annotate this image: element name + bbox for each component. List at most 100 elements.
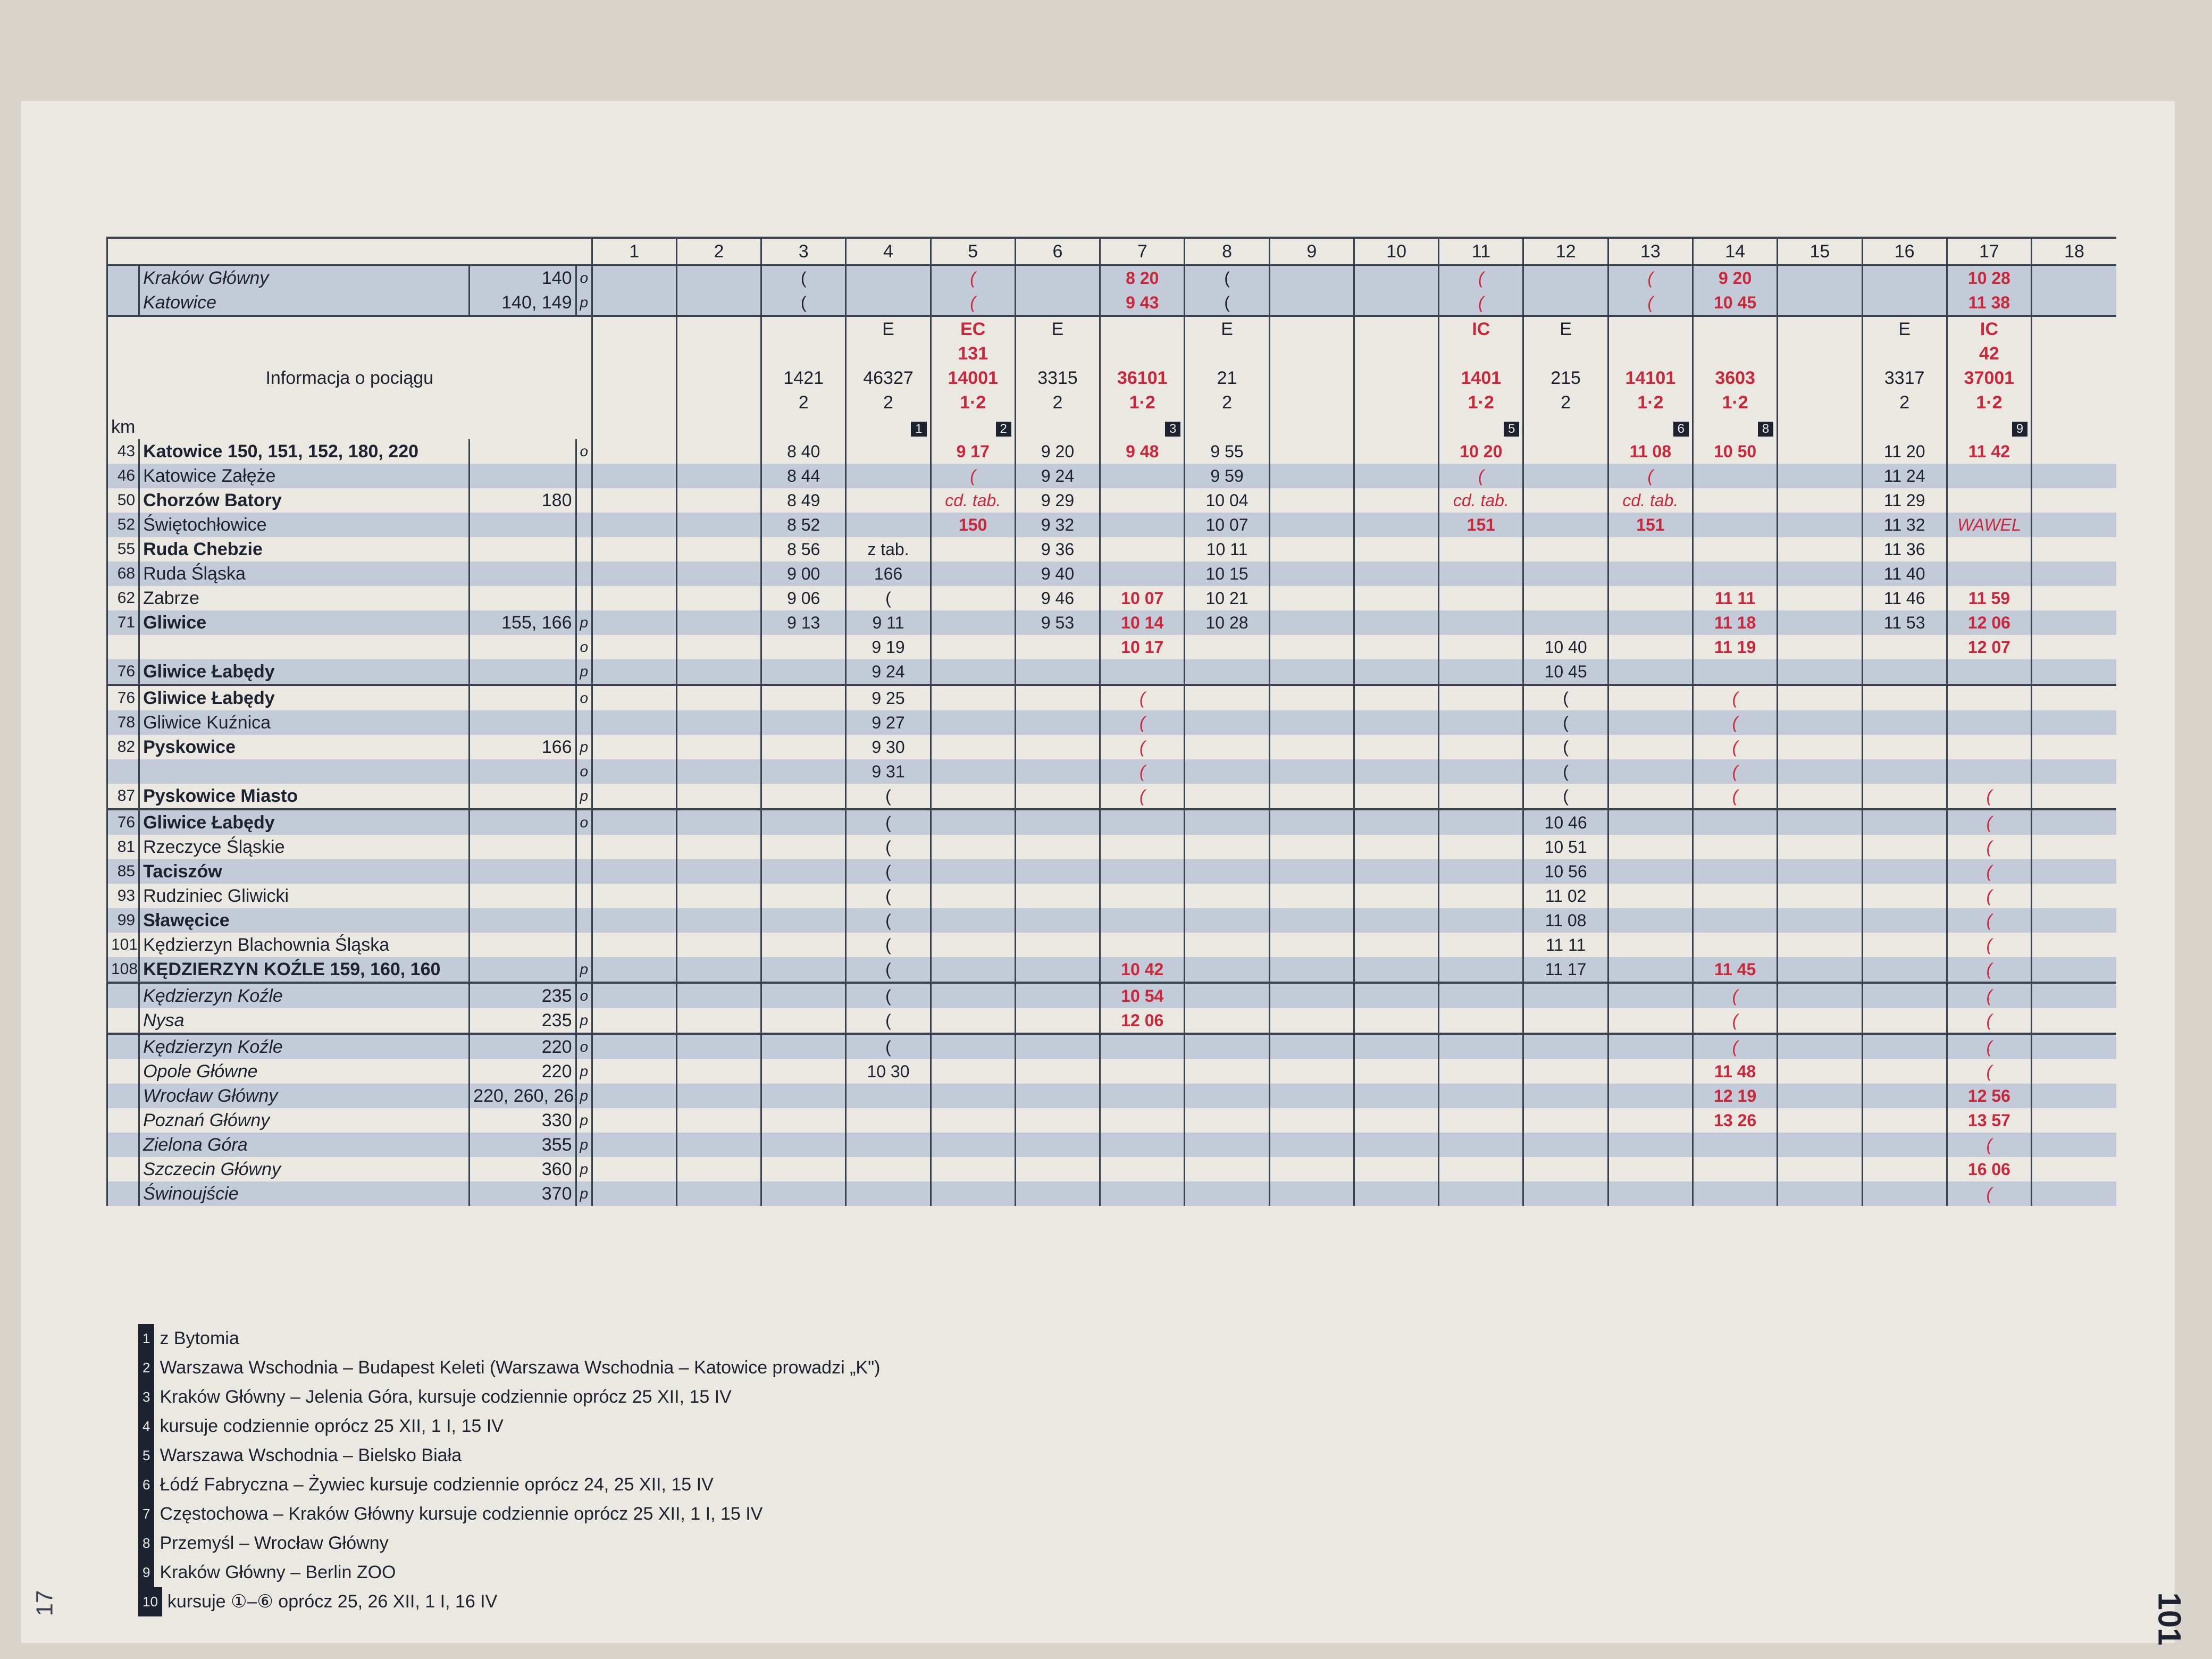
time-cell-col-6: [1014, 784, 1100, 809]
station-name: Zielona Góra: [138, 1133, 470, 1157]
time-cell-col-18: [2031, 464, 2116, 488]
time-cell-col-14: (: [1691, 1033, 1778, 1059]
column-number-3: 3: [760, 237, 846, 266]
train-number1-col-13: [1607, 341, 1693, 366]
time-cell-col-17: 12 07: [1946, 635, 2032, 659]
time-cell-col-13: (: [1607, 464, 1693, 488]
time-cell-col-1: [591, 1108, 677, 1133]
time-cell-col-15: [1777, 835, 1863, 859]
time-cell-col-5: cd. tab.: [929, 488, 1016, 513]
time-cell-col-3: [760, 957, 846, 983]
time-cell-col-12: [1522, 562, 1608, 586]
train-number1-col-7: [1099, 341, 1185, 366]
time-cell-col-13: [1607, 982, 1693, 1008]
time-cell-col-15: [1777, 784, 1863, 809]
time-cell-col-1: [591, 610, 677, 635]
time-cell-col-3: [760, 635, 846, 659]
time-cell-col-8: [1184, 835, 1270, 859]
time-cell-col-6: [1014, 982, 1100, 1008]
time-cell-col-10: [1353, 982, 1439, 1008]
time-cell-col-18: [2031, 835, 2116, 859]
table-reference: 155, 166: [468, 610, 576, 635]
km-cell: [106, 1008, 139, 1034]
time-cell-col-8: [1184, 1108, 1270, 1133]
time-cell-col-5: [929, 659, 1016, 685]
connection-row: Kędzierzyn Koźle 220 o (((: [106, 1033, 2116, 1059]
time-cell-col-9: [1268, 982, 1354, 1008]
time-cell-col-15: [1777, 933, 1863, 957]
time-cell-col-5: [929, 759, 1016, 784]
time-cell-col-4: [845, 1157, 931, 1182]
table-reference: [468, 859, 576, 884]
time-cell-col-13: [1607, 1008, 1693, 1034]
time-cell-col-7: 10 54: [1099, 982, 1185, 1008]
time-cell-col-4: [845, 1084, 931, 1108]
column-number-6: 6: [1014, 237, 1100, 266]
station-name: Gliwice Łabędy: [138, 684, 470, 710]
time-cell-col-7: [1099, 835, 1185, 859]
time-cell-col-18: [2031, 659, 2116, 685]
station-name: Taciszów: [138, 859, 470, 884]
train-number2-col-5: 14001: [929, 366, 1016, 390]
station-name: Zabrze: [138, 586, 470, 610]
time-cell-col-10: [1353, 784, 1439, 809]
time-cell-col-3: [760, 1084, 846, 1108]
station-row: 71 Gliwice 155, 166 p 9 13 9 11 9 53 10 14 10 28…: [106, 610, 2116, 635]
arrival-departure-mark: p: [575, 1059, 592, 1084]
time-cell-col-9: [1268, 659, 1354, 685]
time-cell-col-7: [1099, 488, 1185, 513]
time-cell-col-7: [1099, 908, 1185, 933]
table-reference: [468, 659, 576, 685]
km-cell: [106, 759, 139, 784]
time-cell-col-10: [1353, 1182, 1439, 1206]
timetable-grid: 1 2 3 4 5 6 7 8 9 10 11 12 13 14 15 16 17 18 Kraków Główn…: [106, 237, 2116, 1206]
column-number-1: 1: [591, 237, 677, 266]
time-cell-col-13: (: [1607, 290, 1693, 316]
time-cell-col-16: [1861, 1033, 1947, 1059]
time-cell-col-1: [591, 784, 677, 809]
table-reference: 140: [468, 265, 576, 290]
time-cell-col-6: 9 24: [1014, 464, 1100, 488]
arrival-departure-mark: p: [575, 610, 592, 635]
connection-row: Katowice 140, 149 p((9 43(((10 45 11 38: [106, 290, 2116, 316]
time-cell-col-13: [1607, 908, 1693, 933]
time-cell-col-10: [1353, 759, 1439, 784]
footnote-number: 1: [138, 1324, 155, 1353]
time-cell-col-9: [1268, 808, 1354, 835]
table-reference: [468, 884, 576, 908]
arrival-departure-mark: p: [575, 957, 592, 983]
time-cell-col-8: [1184, 635, 1270, 659]
train-number1-col-17: 42: [1946, 341, 2032, 366]
time-cell-col-6: [1014, 835, 1100, 859]
time-cell-col-12: [1522, 537, 1608, 562]
time-cell-col-9: [1268, 1008, 1354, 1034]
time-cell-col-11: [1438, 933, 1523, 957]
time-cell-col-14: [1691, 562, 1778, 586]
time-cell-col-12: [1522, 439, 1608, 464]
time-cell-col-7: [1099, 1108, 1185, 1133]
arrival-departure-mark: o: [575, 439, 592, 464]
time-cell-col-12: [1522, 290, 1608, 316]
time-cell-col-14: [1691, 933, 1778, 957]
time-cell-col-9: [1268, 1157, 1354, 1182]
station-row: 101 Kędzierzyn Blachownia Śląska (11 11 (: [106, 933, 2116, 957]
time-cell-col-6: [1014, 1182, 1100, 1206]
corner-cell: [106, 237, 592, 266]
arrival-departure-mark: p: [575, 1084, 592, 1108]
time-cell-col-16: [1861, 1084, 1947, 1108]
km-cell: [106, 265, 139, 290]
time-cell-col-15: [1777, 808, 1863, 835]
time-cell-col-2: [675, 464, 761, 488]
time-cell-col-6: [1014, 1157, 1100, 1182]
time-cell-col-14: (: [1691, 759, 1778, 784]
time-cell-col-16: 11 36: [1861, 537, 1947, 562]
time-cell-col-14: (: [1691, 710, 1778, 735]
time-cell-col-3: [760, 808, 846, 835]
table-reference: 220, 260, 265, 330: [468, 1084, 576, 1108]
time-cell-col-9: [1268, 859, 1354, 884]
time-cell-col-10: [1353, 635, 1439, 659]
time-cell-col-4: [845, 439, 931, 464]
time-cell-col-16: [1861, 835, 1947, 859]
